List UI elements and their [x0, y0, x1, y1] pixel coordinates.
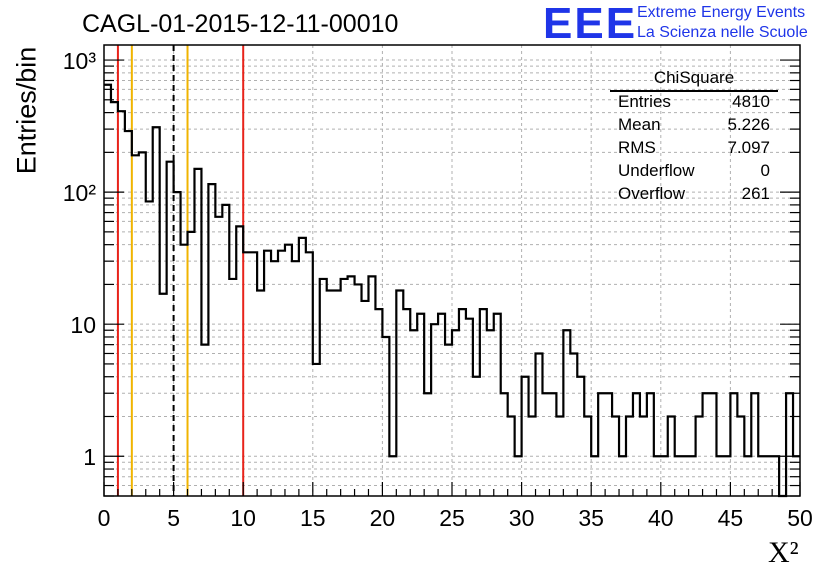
stats-key: Overflow [618, 184, 686, 203]
x-tick-label: 20 [370, 505, 396, 531]
x-tick-label: 5 [167, 505, 180, 531]
stats-value: 4810 [732, 92, 770, 111]
axis-ticks [103, 59, 801, 497]
grid [104, 45, 800, 497]
x-tick-label: 10 [230, 505, 256, 531]
stats-value: 261 [741, 184, 770, 203]
x-tick-label: 40 [648, 505, 674, 531]
stats-row-rms: RMS 7.097 [618, 138, 770, 160]
stats-value: 0 [760, 161, 770, 180]
x-tick-label: 0 [98, 505, 111, 531]
stats-row-underflow: Underflow 0 [618, 161, 770, 183]
axis-tick-labels: 0 5 10 15 20 25 30 35 40 45 50 1 10 10² 10³ [63, 48, 813, 531]
x-tick-label: 50 [787, 505, 813, 531]
y-tick-label: 10³ [63, 48, 97, 74]
reference-lines [116, 45, 245, 496]
stats-value: 5.226 [727, 115, 770, 134]
stats-value: 7.097 [727, 138, 770, 157]
stats-row-mean: Mean 5.226 [618, 115, 770, 137]
x-tick-label: 35 [578, 505, 604, 531]
histogram-line [104, 83, 800, 498]
y-tick-label: 1 [83, 444, 96, 470]
stats-key: Underflow [618, 161, 695, 180]
stats-key: RMS [618, 138, 656, 157]
x-tick-label: 15 [300, 505, 326, 531]
x-tick-label: 30 [509, 505, 535, 531]
x-tick-label: 45 [718, 505, 744, 531]
logo-line-2: La Scienza nelle Scuole [637, 24, 808, 41]
stats-divider [610, 90, 778, 92]
stats-row-overflow: Overflow 261 [618, 184, 770, 206]
y-tick-label: 10 [70, 312, 96, 338]
x-tick-label: 25 [439, 505, 465, 531]
histogram-title: CAGL-01-2015-12-11-00010 [82, 10, 399, 38]
y-axis-label: Entries/bin [11, 46, 42, 175]
eee-logo: EEE [543, 0, 638, 48]
logo-line-1: Extreme Energy Events [637, 4, 806, 21]
stats-row-entries: Entries 4810 [618, 92, 770, 114]
stats-key: Mean [618, 115, 661, 134]
stats-title: ChiSquare [653, 68, 735, 87]
y-tick-label: 10² [63, 180, 97, 206]
x-axis-label: X² [768, 536, 799, 569]
stats-key: Entries [618, 92, 671, 111]
